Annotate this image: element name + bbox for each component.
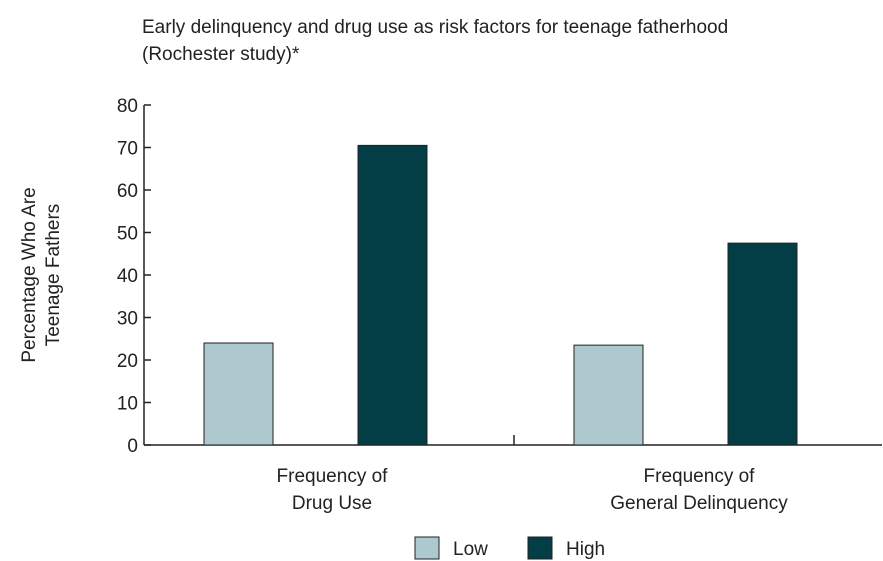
y-axis-ticks: 0 10 20 30 40 50 60 70 80 <box>117 96 151 457</box>
bar-low-2 <box>573 344 644 446</box>
chart-bars <box>203 144 798 446</box>
category-label-line: Frequency of <box>644 466 756 487</box>
bar-high-1 <box>357 144 428 446</box>
legend-label-high: High <box>566 539 605 560</box>
y-tick-label: 20 <box>117 351 138 372</box>
y-axis-label-group: Percentage Who Are Teenage Fathers <box>19 187 64 362</box>
category-labels: Frequency of Drug Use Frequency of General … <box>277 466 789 514</box>
chart-title-line-1: Early delinquency and drug use as risk f… <box>142 17 729 38</box>
legend-swatch-high <box>527 536 553 560</box>
y-tick-label: 60 <box>117 181 138 202</box>
y-tick-label: 0 <box>127 436 138 457</box>
category-label-line: Drug Use <box>292 493 372 514</box>
y-tick-label: 30 <box>117 309 138 330</box>
y-tick-label: 80 <box>117 96 138 117</box>
y-tick-label: 10 <box>117 394 138 415</box>
bar-low-1 <box>203 342 274 446</box>
chart-legend: Low High <box>414 536 605 560</box>
chart-title: Early delinquency and drug use as risk f… <box>142 14 872 68</box>
chart-title-line-2: (Rochester study)* <box>142 44 300 65</box>
y-tick-label: 70 <box>117 139 138 160</box>
y-axis-label-line: Teenage Fathers <box>43 204 64 347</box>
y-tick-label: 50 <box>117 224 138 245</box>
y-axis-label-line: Percentage Who Are <box>19 187 40 362</box>
y-axis-label: Percentage Who Are Teenage Fathers <box>19 187 64 362</box>
legend-swatch-low <box>414 536 440 560</box>
legend-label-low: Low <box>453 539 488 560</box>
bar-high-2 <box>727 242 798 446</box>
category-label-line: General Delinquency <box>610 493 788 514</box>
category-label-line: Frequency of <box>277 466 389 487</box>
y-tick-label: 40 <box>117 266 138 287</box>
